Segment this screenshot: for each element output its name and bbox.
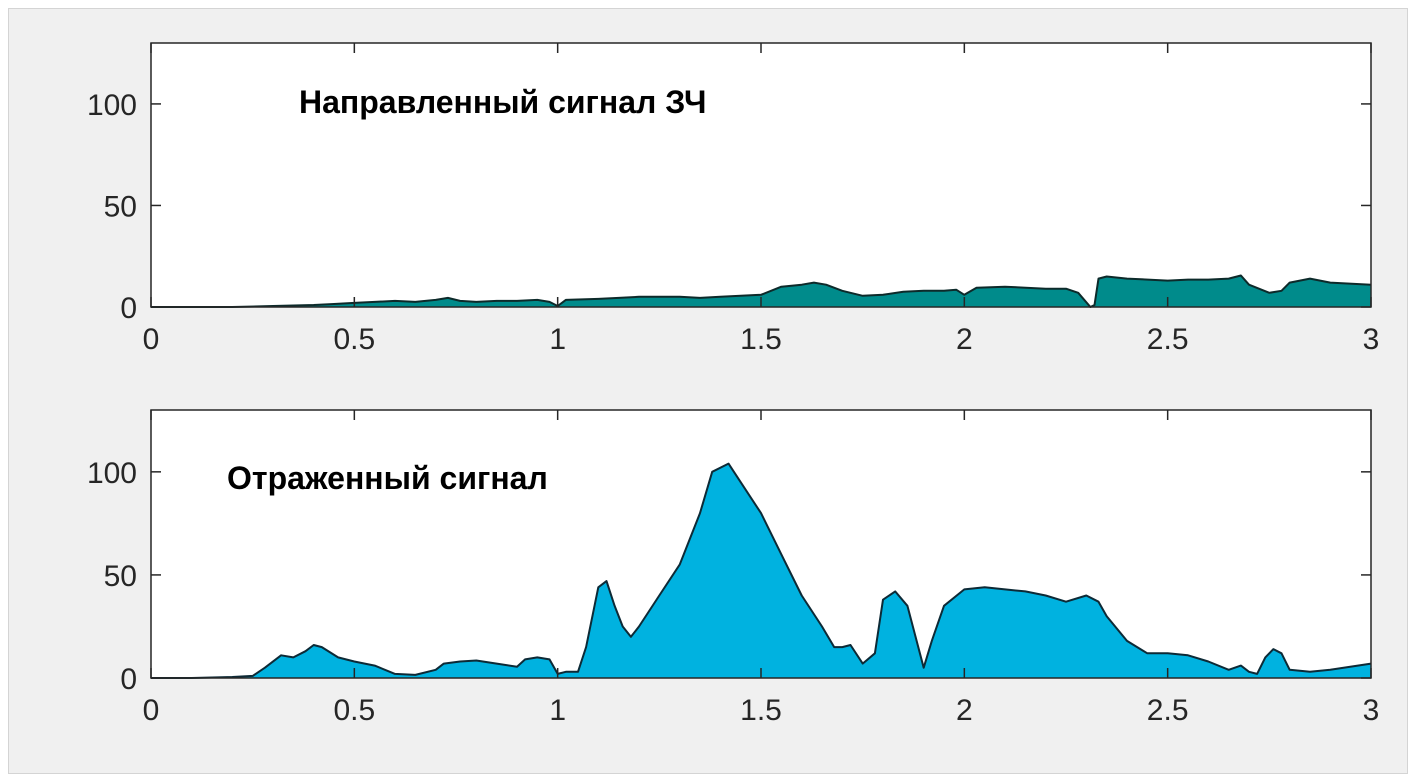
series-line-1-1 [151,274,1372,308]
chart-panel-2: 0 0.5 1 1.5 2 2.5 3 0 50 100 Отраженный сигнал [87,409,1380,727]
panel-title-2: Отраженный сигнал [227,460,548,496]
x-tick-label: 3 [1363,323,1380,356]
y-tick-label: 50 [104,560,137,593]
x-tick-label: 3 [1363,694,1380,727]
y-tick-label: 100 [87,457,137,490]
y-tick-label: 0 [120,663,137,696]
x-tick-label: 0.5 [333,694,375,727]
x-tick-label: 1.5 [740,323,782,356]
x-tick-label: 2.5 [1147,694,1189,727]
x-tick-label: 1 [549,694,566,727]
figure-canvas: 0 0.5 1 1.5 2 2.5 3 0 50 100 Направленный сигнал З… [8,8,1408,774]
x-tick-label: 2 [956,694,973,727]
y-tick-label: 100 [87,89,137,122]
y-tick-label: 0 [120,292,137,325]
x-tick-label: 0 [143,694,160,727]
series-area-2-1 [151,463,1371,678]
x-tick-label: 0 [143,323,160,356]
x-tick-label: 2 [956,323,973,356]
panel-title-1: Направленный сигнал ЗЧ [299,84,707,120]
x-tick-label: 2.5 [1147,323,1189,356]
chart-panel-1: 0 0.5 1 1.5 2 2.5 3 0 50 100 Направленный сигнал З… [87,42,1380,356]
series-line-2-1 [151,462,1372,679]
plot-area-1 [151,43,1371,307]
x-tick-label: 1 [549,323,566,356]
x-tick-label: 0.5 [333,323,375,356]
x-tick-label: 1.5 [740,694,782,727]
y-tick-label: 50 [104,190,137,223]
series-area-1-1 [151,275,1371,307]
